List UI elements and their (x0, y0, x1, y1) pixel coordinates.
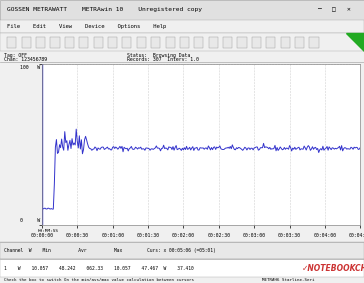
FancyBboxPatch shape (309, 37, 318, 48)
FancyBboxPatch shape (36, 37, 45, 48)
FancyBboxPatch shape (65, 37, 74, 48)
Text: Chan: 123456789: Chan: 123456789 (4, 57, 47, 62)
Text: ✓NOTEBOOKCHECK: ✓NOTEBOOKCHECK (302, 264, 364, 273)
FancyBboxPatch shape (0, 20, 364, 33)
FancyBboxPatch shape (7, 37, 16, 48)
Text: METRAH6 Starline-Seri: METRAH6 Starline-Seri (262, 278, 314, 282)
FancyBboxPatch shape (108, 37, 117, 48)
Text: Records: 307  Interv: 1.0: Records: 307 Interv: 1.0 (127, 57, 199, 62)
Text: 0     W: 0 W (20, 218, 40, 223)
FancyBboxPatch shape (122, 37, 131, 48)
FancyBboxPatch shape (166, 37, 175, 48)
Text: GOSSEN METRAWATT    METRAwin 10    Unregistered copy: GOSSEN METRAWATT METRAwin 10 Unregistere… (7, 7, 202, 12)
FancyBboxPatch shape (51, 37, 60, 48)
FancyBboxPatch shape (0, 0, 364, 20)
FancyBboxPatch shape (209, 37, 218, 48)
Text: 1    W    10.057    48.242    062.33    10.057    47.467  W    37.410: 1 W 10.057 48.242 062.33 10.057 47.467 W… (4, 266, 193, 271)
FancyBboxPatch shape (252, 37, 261, 48)
FancyBboxPatch shape (22, 37, 31, 48)
Text: Status:  Browsing Data: Status: Browsing Data (127, 53, 191, 58)
Text: 100   W: 100 W (20, 65, 40, 70)
FancyBboxPatch shape (223, 37, 232, 48)
FancyBboxPatch shape (137, 37, 146, 48)
Text: Channel  W    Min          Avr          Max         Curs: x 00:05:06 (=05:01): Channel W Min Avr Max Curs: x 00:05:06 (… (4, 248, 215, 253)
FancyBboxPatch shape (151, 37, 160, 48)
Polygon shape (346, 33, 364, 51)
Text: ─   □   ✕: ─ □ ✕ (317, 7, 351, 12)
Text: Tag: OFF: Tag: OFF (4, 53, 27, 58)
Text: File    Edit    View    Device    Options    Help: File Edit View Device Options Help (7, 23, 167, 29)
FancyBboxPatch shape (194, 37, 203, 48)
FancyBboxPatch shape (295, 37, 304, 48)
FancyBboxPatch shape (180, 37, 189, 48)
FancyBboxPatch shape (0, 33, 364, 51)
FancyBboxPatch shape (0, 242, 364, 259)
FancyBboxPatch shape (281, 37, 290, 48)
Text: Check the box to switch On the min/avs/max value calculation between cursors: Check the box to switch On the min/avs/m… (4, 278, 194, 282)
Text: HH:MM:SS: HH:MM:SS (38, 229, 59, 233)
FancyBboxPatch shape (266, 37, 275, 48)
FancyBboxPatch shape (0, 259, 364, 277)
FancyBboxPatch shape (94, 37, 103, 48)
FancyBboxPatch shape (237, 37, 246, 48)
FancyBboxPatch shape (79, 37, 88, 48)
